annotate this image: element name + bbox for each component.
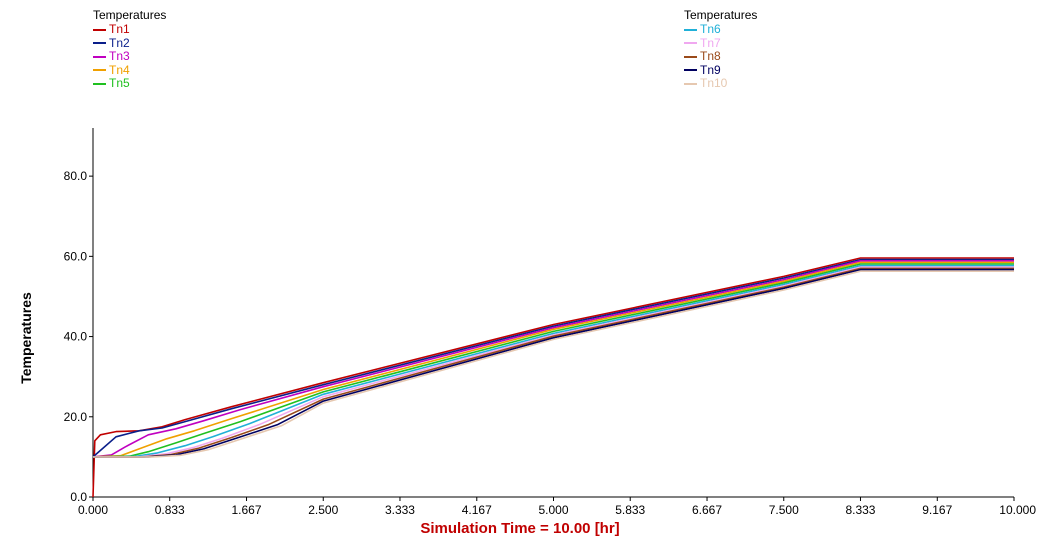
- x-tick-label: 5.000: [538, 503, 568, 517]
- series-line-tn10: [93, 270, 1014, 458]
- legend-label: Tn9: [700, 62, 721, 77]
- legend-item-tn2: Tn2: [93, 35, 166, 51]
- series-line-tn9: [93, 268, 1014, 458]
- legend-swatch: [684, 82, 697, 85]
- series-line-tn6: [92, 264, 1014, 458]
- legend-label: Tn7: [700, 35, 721, 50]
- y-axis-title: Temperatures: [18, 292, 34, 384]
- legend-item-tn7: Tn7: [684, 35, 757, 51]
- x-tick-label: 0.833: [155, 503, 185, 517]
- series-lines: [92, 257, 1014, 498]
- series-line-tn5: [92, 263, 1014, 458]
- legend-item-tn5: Tn5: [93, 77, 166, 91]
- legend-items: Tn6 Tn7 Tn8 Tn9 Tn10: [684, 23, 757, 91]
- legend-swatch: [684, 42, 697, 45]
- x-tick-label: 1.667: [232, 503, 262, 517]
- x-tick-label: 7.500: [769, 503, 799, 517]
- legend-item-tn4: Tn4: [93, 62, 166, 78]
- legend-label: Tn2: [109, 35, 130, 50]
- legend-swatch: [684, 69, 697, 72]
- x-tick-label: 10.000: [999, 503, 1036, 517]
- x-axis-title: Simulation Time = 10.00 [hr]: [420, 520, 620, 537]
- legend-label: Tn5: [109, 76, 130, 91]
- legend-label: Tn6: [700, 22, 721, 37]
- legend-item-tn10: Tn10: [684, 77, 757, 91]
- legend-item-tn9: Tn9: [684, 62, 757, 78]
- legend-label: Tn1: [109, 22, 130, 37]
- series-line-tn8: [93, 267, 1014, 458]
- legend-item-tn3: Tn3: [93, 50, 166, 64]
- x-tick-label: 0.000: [78, 503, 108, 517]
- x-tick-label: 3.333: [385, 503, 415, 517]
- legend-swatch: [684, 55, 697, 58]
- x-tick-label: 2.500: [308, 503, 338, 517]
- x-tick-label: 8.333: [845, 503, 875, 517]
- y-tick-label: 0.0: [70, 490, 87, 504]
- legend-left: Temperatures Tn1 Tn2 Tn3 Tn4 Tn5: [93, 8, 166, 91]
- legend-label: Tn10: [700, 76, 728, 91]
- legend-title: Temperatures: [93, 8, 167, 22]
- legend-swatch: [93, 55, 106, 58]
- x-tick-label: 6.667: [692, 503, 722, 517]
- axes: 0.000 0.833 1.667 2.500 3.333 4.167 5.000 5.833…: [64, 128, 1036, 517]
- y-tick-label: 40.0: [64, 330, 88, 344]
- legend-item-tn6: Tn6: [684, 23, 757, 37]
- y-tick-label: 60.0: [64, 249, 88, 263]
- series-line-tn4: [92, 261, 1014, 458]
- legend-items: Tn1 Tn2 Tn3 Tn4 Tn5: [93, 23, 166, 91]
- series-line-tn1: [92, 257, 1014, 498]
- legend-swatch: [684, 28, 697, 31]
- legend-item-tn8: Tn8: [684, 50, 757, 64]
- legend-label: Tn4: [109, 62, 130, 77]
- legend-swatch: [93, 42, 106, 45]
- x-tick-label: 5.833: [615, 503, 645, 517]
- legend-swatch: [93, 69, 106, 72]
- y-tick-label: 80.0: [64, 169, 88, 183]
- y-tick-label: 20.0: [64, 410, 88, 424]
- legend-label: Tn3: [109, 49, 130, 64]
- x-tick-label: 9.167: [922, 503, 952, 517]
- x-tick-label: 4.167: [462, 503, 492, 517]
- series-line-tn2: [92, 258, 1014, 458]
- series-line-tn3: [92, 259, 1014, 458]
- legend-label: Tn8: [700, 49, 721, 64]
- series-line-tn7: [93, 266, 1014, 458]
- legend-swatch: [93, 28, 106, 31]
- legend-item-tn1: Tn1: [93, 23, 166, 37]
- legend-right: Temperatures Tn6 Tn7 Tn8 Tn9 Tn10: [684, 8, 757, 91]
- legend-swatch: [93, 82, 106, 85]
- legend-title: Temperatures: [684, 8, 758, 22]
